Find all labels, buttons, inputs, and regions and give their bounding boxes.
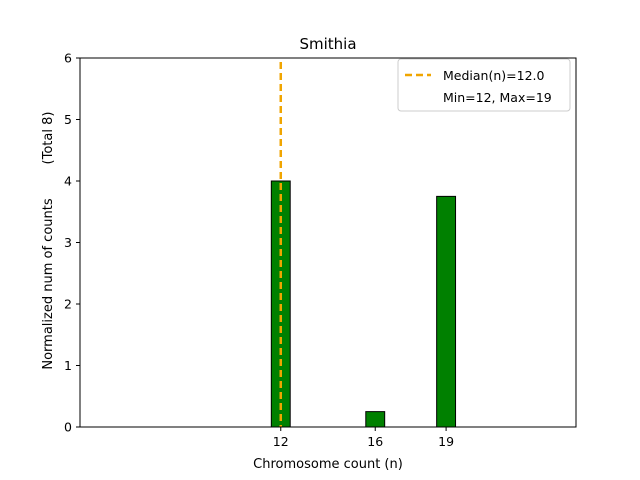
y-tick-label: 4 xyxy=(64,174,72,189)
plot-frame xyxy=(79,57,577,428)
y-tick-label: 3 xyxy=(64,235,72,250)
bar-n-16 xyxy=(365,411,386,428)
y-tick-label: 1 xyxy=(64,358,72,373)
y-tick-label: 6 xyxy=(64,51,72,66)
y-tick-label: 5 xyxy=(64,112,72,127)
chart-title: Smithia xyxy=(299,35,356,53)
y-tick-label: 0 xyxy=(64,420,72,435)
bar-n-19 xyxy=(436,195,457,428)
legend: Median(n)=12.0 Min=12, Max=19 xyxy=(397,58,571,112)
x-tick-label: 19 xyxy=(438,434,454,449)
y-axis-label: Normalized num of counts xyxy=(41,198,56,369)
x-tick-label: 16 xyxy=(367,434,383,449)
y-axis-total-note: (Total 8) xyxy=(41,112,56,165)
legend-range-label: Min=12, Max=19 xyxy=(443,90,552,105)
x-tick-label: 12 xyxy=(273,434,289,449)
legend-median-label: Median(n)=12.0 xyxy=(443,68,544,83)
legend-frame xyxy=(397,58,571,112)
y-tick-label: 2 xyxy=(64,297,72,312)
x-axis-label: Chromosome count (n) xyxy=(253,457,403,472)
